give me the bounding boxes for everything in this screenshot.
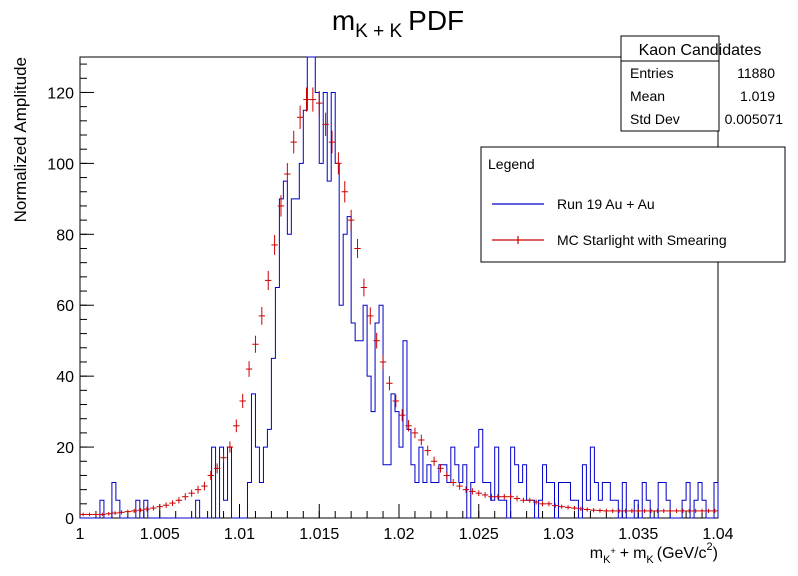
legend-label-mc: MC Starlight with Smearing [557,232,727,248]
x-tick-label: 1.015 [299,526,339,543]
x-tick-label: 1.03 [543,526,574,543]
series-run19-step [80,56,719,519]
stats-stddev-label: Std Dev [630,111,680,127]
axis-ticks [79,63,719,519]
legend: Legend Run 19 Au + Au MC Starlight with … [480,146,786,263]
y-axis-label: Normalized Amplitude [11,57,30,222]
x-label-m1: m [590,545,603,562]
x-tick-label: 1.025 [459,526,499,543]
y-tick-label: 20 [56,440,74,457]
stats-entries-label: Entries [630,65,674,81]
y-tick-label: 0 [65,511,74,528]
chart-title: mK + K PDF [332,5,464,42]
y-tick-label: 120 [47,85,74,102]
chart-title-suffix: PDF [408,5,464,36]
x-tick-label: 1 [76,526,85,543]
stats-entries-value: 11880 [737,65,775,81]
y-tick-label: 60 [56,298,74,315]
x-tick-label: 1.035 [618,526,658,543]
x-label-unit: (GeV/c [657,545,707,562]
x-label-plus: + [620,545,629,562]
y-tick-label: 100 [47,156,74,173]
x-label-unit-close: ) [713,545,718,562]
stats-stddev-value: 0.005071 [725,111,784,127]
stats-box-title: Kaon Candidates [639,42,762,59]
x-axis-label: mK+ + mK (GeV/c2) [590,541,718,566]
x-tick-label: 1.005 [140,526,180,543]
legend-label-run19: Run 19 Au + Au [557,196,655,212]
chart-title-sub: K + K [355,21,402,42]
x-tick-label: 1.02 [383,526,414,543]
legend-title: Legend [488,156,535,172]
x-tick-label: 1.01 [224,526,255,543]
x-label-sup1: + [610,546,615,556]
y-tick-label: 80 [56,227,74,244]
chart-title-main: m [332,5,355,36]
stats-box: Kaon Candidates Entries 11880 Mean 1.019… [620,35,784,132]
x-label-m2: m [633,545,646,562]
x-label-sub1: K [603,554,611,566]
stats-mean-value: 1.019 [740,88,775,104]
x-label-unit-sup: 2 [707,541,713,553]
plot-data [80,56,719,519]
x-tick-labels: 1 1.005 1.01 1.015 1.02 1.025 1.03 1.035 1.04 [76,526,734,543]
y-tick-label: 40 [56,369,74,386]
stats-box-background [620,35,720,132]
stats-mean-label: Mean [630,88,665,104]
x-label-sub2: K [646,554,654,566]
x-tick-label: 1.04 [702,526,733,543]
y-tick-labels: 0 20 40 60 80 100 120 [47,85,74,528]
